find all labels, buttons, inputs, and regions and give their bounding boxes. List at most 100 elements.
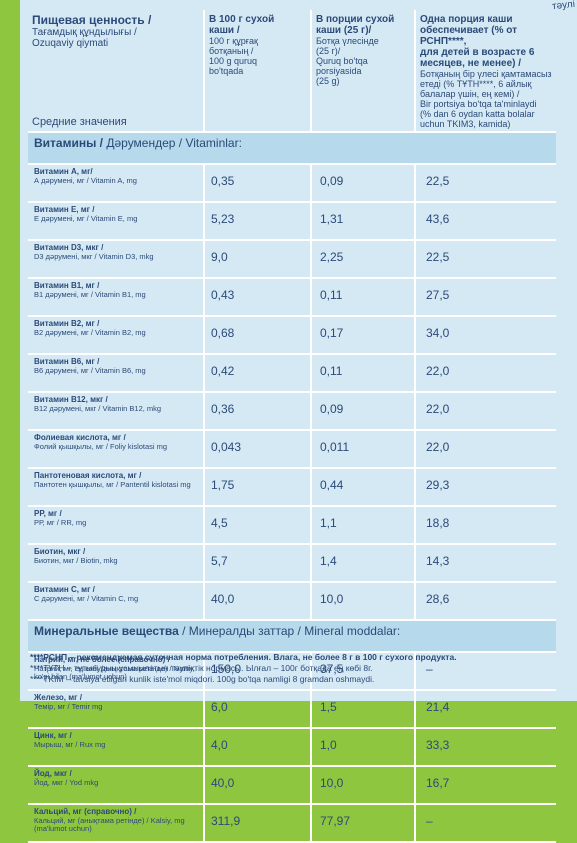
section-subtitle: / Минералды заттар / Mineral moddalar:	[178, 624, 401, 638]
value-per-portion: 0,11	[311, 278, 416, 317]
value-per-100g: 5,7	[204, 544, 312, 583]
value-per-portion: 0,44	[311, 468, 416, 507]
value-per-portion: 1,5	[311, 690, 416, 729]
value-per-portion: 0,09	[311, 164, 416, 203]
value-percent: 22,0	[415, 392, 556, 431]
nutrient-name: Железо, мг / Темір, мг / Temir mg	[28, 690, 205, 729]
value-per-portion: 0,11	[311, 354, 416, 393]
value-per-portion: 1,4	[311, 544, 416, 583]
nutrient-name: Витамин В12, мкг / В12 дәрумені, мкг / Vi…	[28, 392, 205, 431]
value-percent: 33,3	[415, 728, 556, 767]
nutrient-name: Пантотеновая кислота, мг / Пантотен қышқы…	[28, 468, 205, 507]
value-percent: 34,0	[415, 316, 556, 355]
value-percent: 43,6	[415, 202, 556, 241]
header-portion-percent: Одна порция каши обеспечивает (% от РСНП*…	[415, 10, 556, 133]
value-percent: 18,8	[415, 506, 556, 545]
value-per-portion: 2,25	[311, 240, 416, 279]
header-per-portion: В порции сухой каши (25 г)/ Ботқа үлесінд…	[311, 10, 416, 133]
value-per-100g: 0,42	[204, 354, 312, 393]
value-percent: –	[415, 652, 556, 691]
table-row: Биотин, мкг / Биотин, мкг / Biotin, mkg 5,…	[28, 544, 556, 583]
value-per-portion: 77,97	[311, 804, 416, 843]
table-row: Витамин D3, мкг / D3 дәрумені, мкг / Vita…	[28, 240, 556, 279]
table-row: Витамин В1, мг / В1 дәрумені, мг / Vitami…	[28, 278, 556, 317]
nutrient-name: РР, мг / РР, мг / RR, mg	[28, 506, 205, 545]
nutrient-name: Витамин В6, мг / В6 дәрумені, мг / Vitami…	[28, 354, 205, 393]
table-row: Витамин В2, мг / В2 дәрумені, мг / Vitami…	[28, 316, 556, 355]
table-row: Кальций, мг (справочно) / Кальций, мг (ан…	[28, 804, 556, 843]
value-percent: 27,5	[415, 278, 556, 317]
nutrient-name: Витамин D3, мкг / D3 дәрумені, мкг / Vita…	[28, 240, 205, 279]
value-percent: 22,0	[415, 430, 556, 469]
value-percent: –	[415, 804, 556, 843]
value-percent: 22,0	[415, 354, 556, 393]
value-per-100g: 0,36	[204, 392, 312, 431]
table-row: Натрий, мг, не более (справочно) / Натрий…	[28, 652, 556, 691]
section-title: Минеральные вещества	[34, 624, 179, 638]
table-row: Йод, мкг / Йод, мкг / Yod mkg 40,0 10,0 16,7	[28, 766, 556, 805]
value-per-portion: 0,17	[311, 316, 416, 355]
value-percent: 22,5	[415, 240, 556, 279]
value-per-portion: 10,0	[311, 582, 416, 621]
nutrient-name: Витамин А, мг/А дәрумені, мг / Vitamin A…	[28, 164, 205, 203]
table-row: Фолиевая кислота, мг / Фолий қышқылы, мг …	[28, 430, 556, 469]
nutrition-table: Пищевая ценность / Тағамдық құндылығы / …	[28, 10, 556, 843]
value-per-100g: 4,5	[204, 506, 312, 545]
table-row: Витамин В12, мкг / В12 дәрумені, мкг / Vi…	[28, 392, 556, 431]
value-per-100g: 40,0	[204, 766, 312, 805]
value-per-100g: 1,75	[204, 468, 312, 507]
table-row: Пантотеновая кислота, мг / Пантотен қышқы…	[28, 468, 556, 507]
table-header-row: Пищевая ценность / Тағамдық құндылығы / …	[28, 10, 556, 133]
value-per-100g: 0,68	[204, 316, 312, 355]
value-per-100g: 6,0	[204, 690, 312, 729]
value-per-100g: 9,0	[204, 240, 312, 279]
nutrient-name: Кальций, мг (справочно) / Кальций, мг (ан…	[28, 804, 205, 843]
footnote-rsnp: ****РСНП – рекомендуемая суточная норма …	[30, 652, 457, 662]
header-averages: Средние значения	[32, 116, 127, 128]
value-per-portion: 1,0	[311, 728, 416, 767]
value-percent: 16,7	[415, 766, 556, 805]
nutrient-name: Витамин В2, мг / В2 дәрумені, мг / Vitami…	[28, 316, 205, 355]
header-nutrient: Пищевая ценность / Тағамдық құндылығы / …	[28, 10, 205, 133]
footnote-tutn: ****ТҰТН – тұтынудың ұсынылатын тәулікті…	[30, 663, 373, 673]
value-percent: 28,6	[415, 582, 556, 621]
table-row: Витамин А, мг/А дәрумені, мг / Vitamin A…	[28, 164, 556, 203]
value-per-portion: 37,5	[311, 652, 416, 691]
value-per-100g: 5,23	[204, 202, 312, 241]
value-per-portion: 1,1	[311, 506, 416, 545]
nutrient-name: Витамин Е, мг / Е дәрумені, мг / Vitamin …	[28, 202, 205, 241]
value-per-portion: 1,31	[311, 202, 416, 241]
nutrient-name: Фолиевая кислота, мг / Фолий қышқылы, мг …	[28, 430, 205, 469]
nutrient-name: Цинк, мг / Мырыш, мг / Rux mg	[28, 728, 205, 767]
section-vitamins: Витамины / Дәрумендер / Vitaminlar:	[28, 132, 556, 165]
table-row: Цинк, мг / Мырыш, мг / Rux mg 4,0 1,0 33,3	[28, 728, 556, 767]
table-row: Витамин С, мг / С дәрумені, мг / Vitamin …	[28, 582, 556, 621]
nutrient-name: Биотин, мкг / Биотин, мкг / Biotin, mkg	[28, 544, 205, 583]
section-title: Витамины /	[34, 136, 104, 150]
value-per-portion: 10,0	[311, 766, 416, 805]
value-percent: 29,3	[415, 468, 556, 507]
vitamins-rows: Витамин А, мг/А дәрумені, мг / Vitamin A…	[28, 164, 556, 621]
value-per-100g: 4,0	[204, 728, 312, 767]
value-per-portion: 0,011	[311, 430, 416, 469]
footnote-tkim: ****TKIM – tavsiya etilgan kunlik iste'm…	[30, 674, 375, 684]
value-percent: 21,4	[415, 690, 556, 729]
nutrient-name: Витамин С, мг / С дәрумені, мг / Vitamin …	[28, 582, 205, 621]
value-per-portion: 0,09	[311, 392, 416, 431]
value-per-100g: 0,35	[204, 164, 312, 203]
value-per-100g: 150,0	[204, 652, 312, 691]
nutrient-name: Натрий, мг, не более (справочно) / Натрий…	[28, 652, 205, 691]
section-minerals: Минеральные вещества / Минералды заттар …	[28, 620, 556, 653]
value-per-100g: 311,9	[204, 804, 312, 843]
value-per-100g: 40,0	[204, 582, 312, 621]
value-per-100g: 0,43	[204, 278, 312, 317]
footnotes: ****РСНП – рекомендуемая суточная норма …	[30, 652, 550, 685]
value-percent: 14,3	[415, 544, 556, 583]
header-per-100g: В 100 г сухой каши / 100 г құрғақ ботқаның…	[204, 10, 312, 133]
value-per-100g: 0,043	[204, 430, 312, 469]
value-percent: 22,5	[415, 164, 556, 203]
section-subtitle: Дәрумендер / Vitaminlar:	[103, 136, 242, 150]
table-row: Витамин Е, мг / Е дәрумені, мг / Vitamin …	[28, 202, 556, 241]
nutrient-name: Йод, мкг / Йод, мкг / Yod mkg	[28, 766, 205, 805]
table-row: Витамин В6, мг / В6 дәрумені, мг / Vitami…	[28, 354, 556, 393]
